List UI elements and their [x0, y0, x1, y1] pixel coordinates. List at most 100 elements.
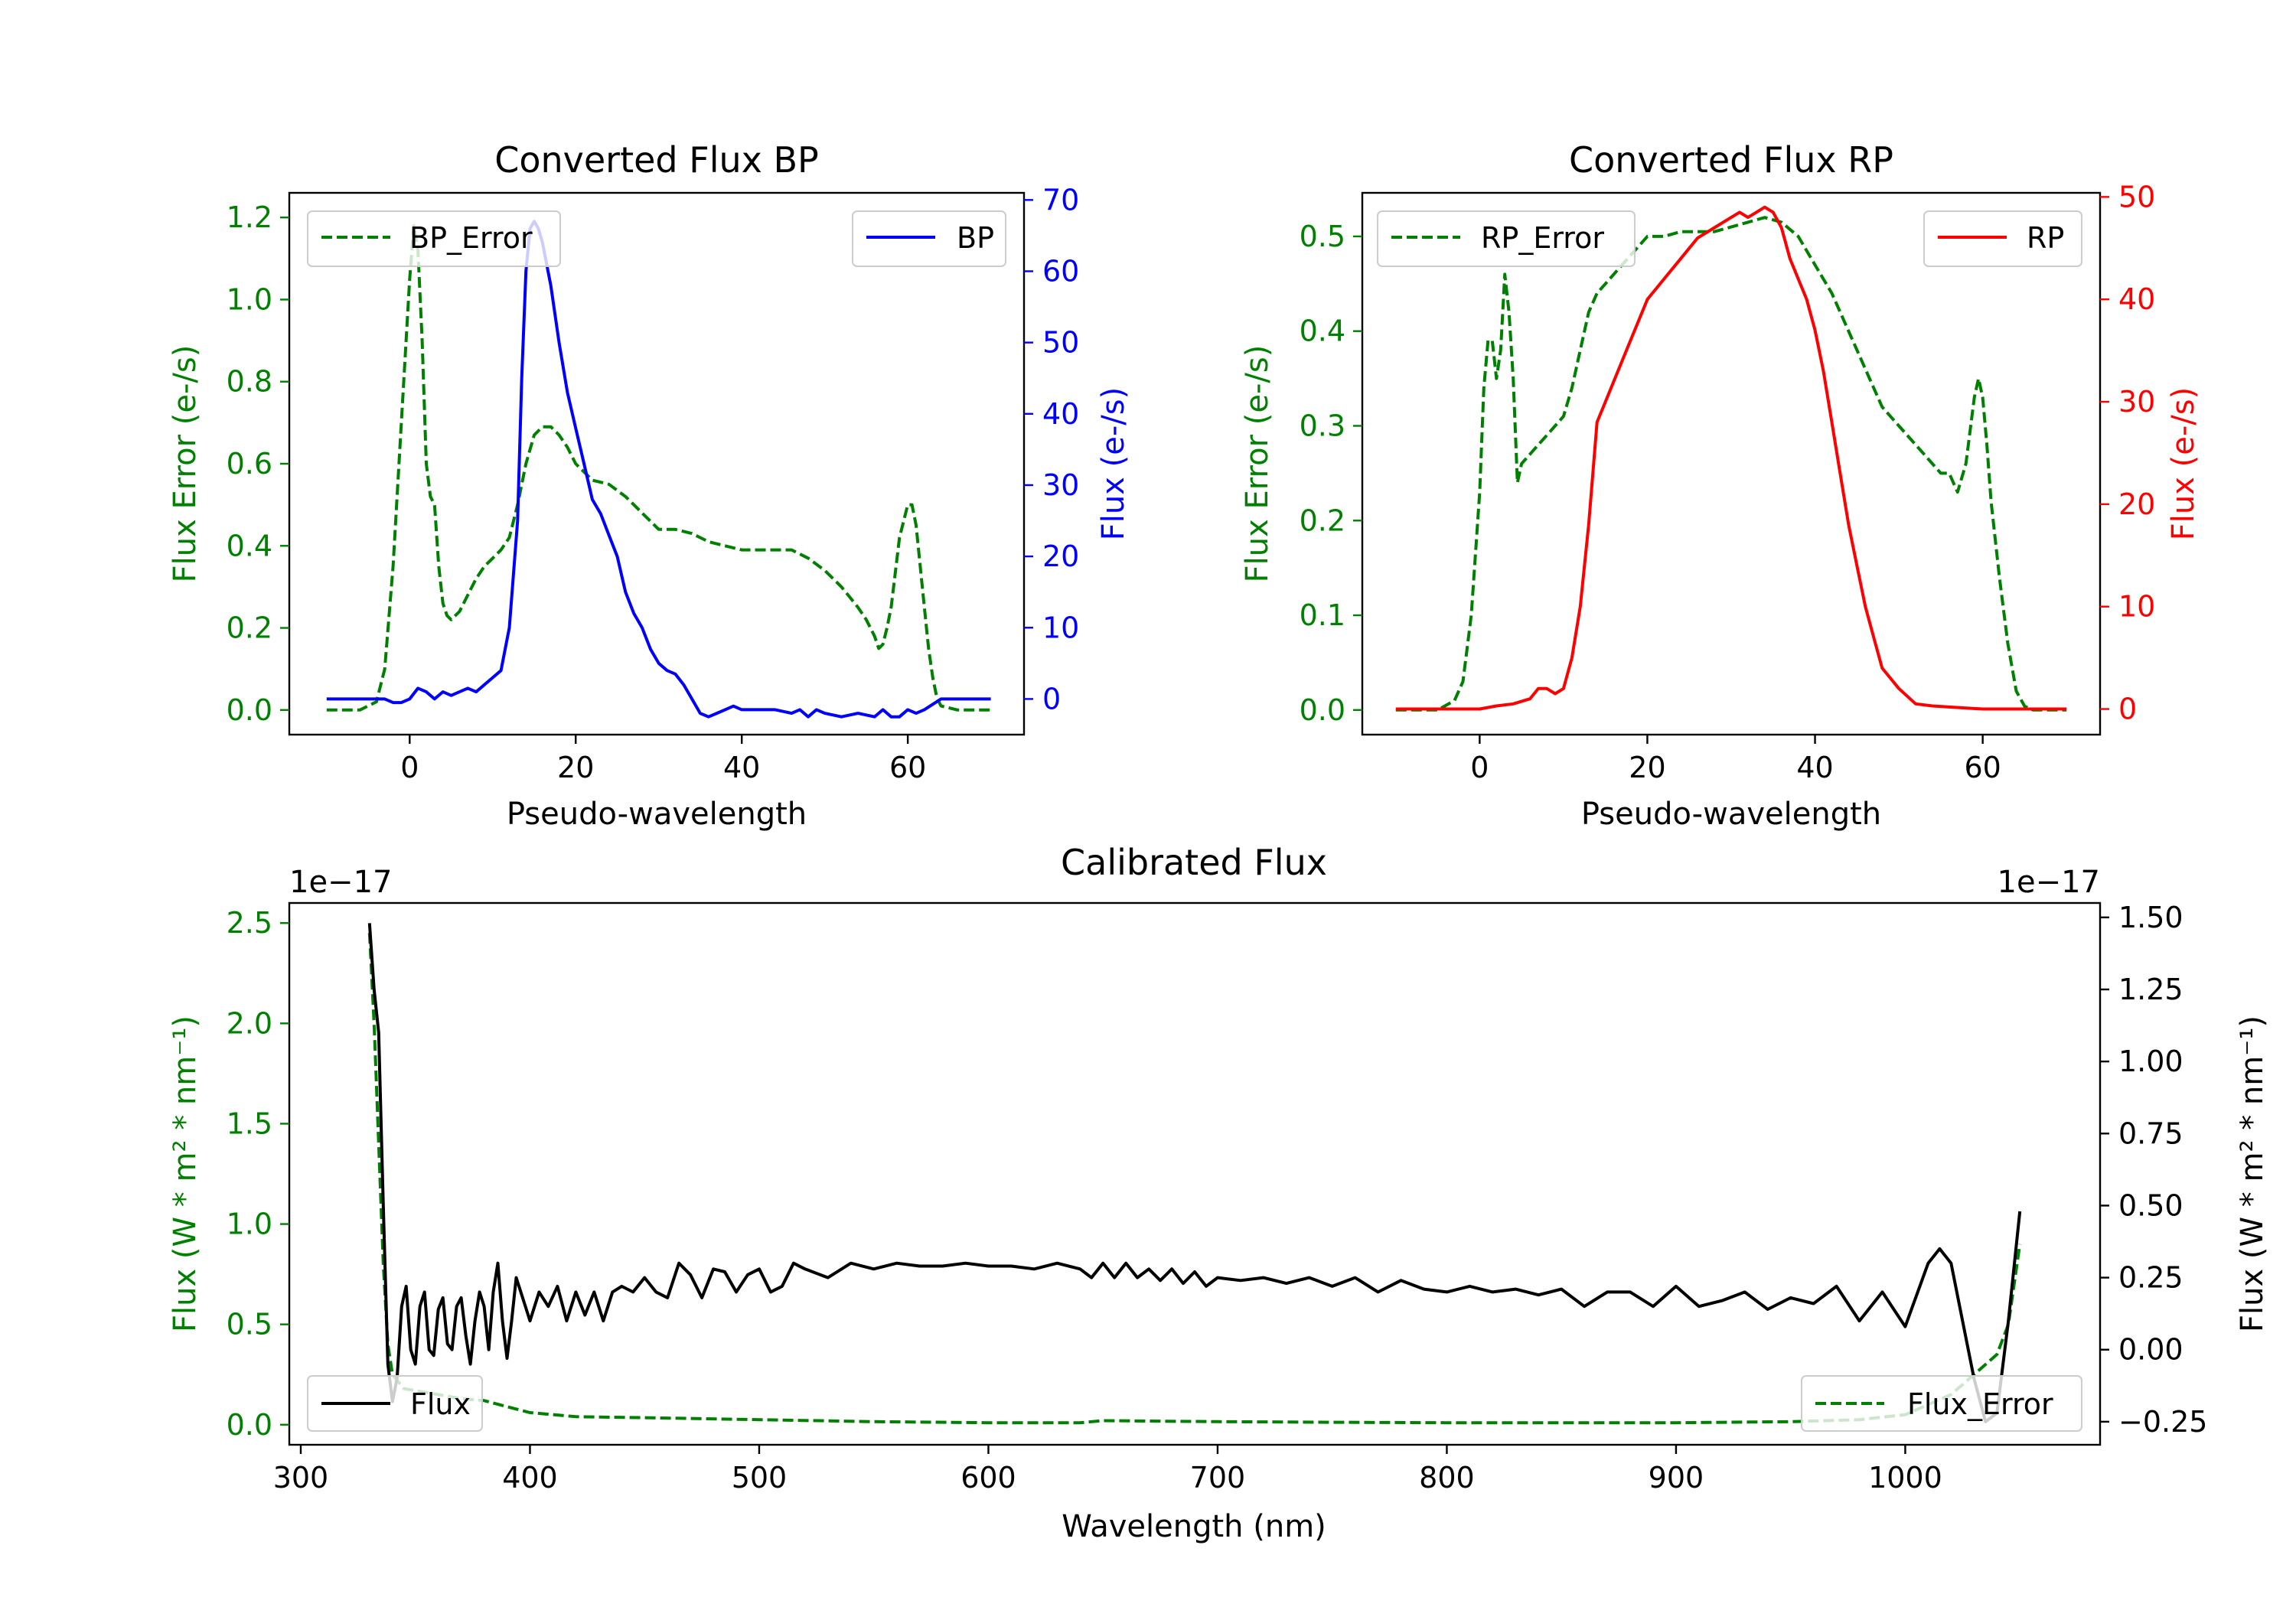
right-tick-label: 10 — [2118, 590, 2155, 624]
x-tick-label: 40 — [1796, 751, 1833, 784]
plot-area — [367, 923, 2022, 1425]
series-bp-line — [326, 220, 991, 719]
right-tick-label: 50 — [2118, 180, 2155, 214]
left-tick-label: 0.0 — [227, 693, 272, 727]
left-tick-label: 1.0 — [227, 1208, 272, 1241]
chart-title: Calibrated Flux — [1061, 842, 1327, 883]
left-tick-label: 0.0 — [1300, 693, 1345, 727]
plot-area — [1395, 205, 2067, 712]
right-tick-label: 40 — [1042, 397, 1079, 431]
left-y-axis: 0.0 0.5 1.0 1.5 2.0 2.5 — [227, 906, 289, 1442]
x-tick-label: 40 — [723, 751, 760, 784]
left-tick-label: 0.8 — [227, 365, 272, 399]
x-tick-label: 300 — [273, 1461, 329, 1495]
x-tick-label: 60 — [1964, 751, 2001, 784]
legend-left: BP_Error — [307, 210, 561, 267]
plot-area — [326, 220, 991, 719]
left-tick-label: 1.5 — [227, 1107, 272, 1140]
legend-right: RP — [1923, 210, 2082, 267]
left-tick-label: 0.4 — [1300, 315, 1345, 348]
left-tick-label: 0.1 — [1300, 598, 1345, 632]
right-y-axis-label: Flux (W * m² * nm⁻¹) — [2235, 1015, 2270, 1332]
x-tick-label: 1000 — [1868, 1461, 1942, 1495]
right-tick-label: 50 — [1042, 326, 1079, 360]
legend-left: RP_Error — [1377, 210, 1636, 267]
right-tick-label: 1.00 — [2118, 1045, 2183, 1078]
x-axis: 300 400 500 600 700 800 900 1000 — [273, 1445, 1942, 1495]
left-tick-label: 1.2 — [227, 200, 272, 234]
right-tick-label: 0 — [2118, 693, 2137, 726]
right-tick-label: 30 — [2118, 385, 2155, 419]
left-y-axis-label: Flux Error (e-/s) — [168, 345, 203, 583]
legend-left: Flux — [307, 1375, 483, 1432]
right-tick-label: 60 — [1042, 254, 1079, 288]
series-rp-error-line — [1395, 216, 2067, 712]
x-tick-label: 0 — [1470, 751, 1489, 784]
series-bp-error-line — [326, 223, 991, 712]
chart-calibrated: Calibrated Flux 300 400 500 600 700 800 900 100… — [168, 842, 2270, 1544]
left-y-axis: 0.0 0.1 0.2 0.3 0.4 0.5 — [1300, 220, 1362, 727]
x-tick-label: 800 — [1419, 1461, 1475, 1495]
chart-title: Converted Flux RP — [1569, 139, 1893, 181]
right-y-axis-label: Flux (e-/s) — [1096, 387, 1131, 540]
x-tick-label: 600 — [960, 1461, 1016, 1495]
right-tick-label: 20 — [1042, 539, 1079, 573]
left-tick-label: 0.6 — [227, 447, 272, 481]
x-axis-label: Pseudo-wavelength — [1581, 797, 1881, 832]
right-tick-label: 0 — [1042, 682, 1061, 715]
x-tick-label: 20 — [1629, 751, 1665, 784]
right-offset-label: 1e−17 — [1998, 865, 2100, 900]
right-tick-label: −0.25 — [2118, 1405, 2207, 1439]
left-tick-label: 0.2 — [1300, 504, 1345, 537]
x-tick-label: 900 — [1649, 1461, 1704, 1495]
right-tick-label: 0.50 — [2118, 1188, 2183, 1222]
right-y-axis: 0 10 20 30 40 50 60 70 — [1024, 183, 1079, 715]
left-tick-label: 0.5 — [227, 1308, 272, 1341]
series-flux-error-line — [367, 933, 2022, 1425]
legend-label: RP_Error — [1481, 221, 1604, 255]
legend-label: BP_Error — [409, 221, 533, 255]
left-tick-label: 1.0 — [227, 282, 272, 316]
right-tick-label: 0.75 — [2118, 1116, 2183, 1150]
legend-label: RP — [2027, 221, 2064, 255]
left-y-axis-label: Flux Error (e-/s) — [1240, 345, 1275, 583]
left-tick-label: 0.0 — [227, 1408, 272, 1442]
x-axis: 0 20 40 60 — [1470, 735, 2001, 784]
right-tick-label: 1.50 — [2118, 901, 2183, 934]
right-tick-label: 40 — [2118, 282, 2155, 316]
legend-right: Flux_Error — [1801, 1375, 2082, 1432]
x-tick-label: 60 — [889, 751, 926, 784]
right-y-axis: 0 10 20 30 40 50 — [2100, 180, 2155, 726]
left-tick-label: 0.2 — [227, 611, 272, 645]
x-tick-label: 700 — [1190, 1461, 1246, 1495]
right-tick-label: 10 — [1042, 611, 1079, 644]
plot-frame — [288, 901, 2102, 1446]
right-tick-label: 0.25 — [2118, 1261, 2183, 1295]
right-tick-label: 0.00 — [2118, 1333, 2183, 1367]
legend-right: BP — [852, 210, 1006, 267]
left-tick-label: 2.5 — [227, 906, 272, 940]
left-y-axis-label: Flux (W * m² * nm⁻¹) — [168, 1015, 203, 1332]
chart-title: Converted Flux BP — [494, 139, 819, 181]
x-tick-label: 0 — [400, 751, 419, 784]
right-tick-label: 1.25 — [2118, 973, 2183, 1006]
left-tick-label: 0.5 — [1300, 220, 1345, 253]
left-offset-label: 1e−17 — [289, 865, 392, 900]
x-axis-label: Wavelength (nm) — [1062, 1509, 1326, 1544]
legend-label: BP — [957, 221, 994, 255]
legend-label: Flux — [410, 1387, 471, 1421]
x-axis-label: Pseudo-wavelength — [507, 797, 807, 832]
right-y-axis-label: Flux (e-/s) — [2166, 387, 2201, 540]
series-rp-line — [1395, 205, 2067, 711]
left-tick-label: 0.3 — [1300, 409, 1345, 442]
legend-label: Flux_Error — [1907, 1387, 2053, 1421]
x-axis: 0 20 40 60 — [400, 735, 926, 784]
x-tick-label: 400 — [502, 1461, 558, 1495]
right-tick-label: 20 — [2118, 487, 2155, 521]
x-tick-label: 500 — [732, 1461, 788, 1495]
left-tick-label: 2.0 — [227, 1006, 272, 1040]
chart-rp: Converted Flux RP 0 20 40 60 0.00.10.20.30.… — [1240, 139, 2201, 832]
chart-bp: Converted Flux BP 0 20 40 60 0.00.20.40.60.… — [168, 139, 1131, 832]
series-flux-line — [367, 923, 2022, 1423]
